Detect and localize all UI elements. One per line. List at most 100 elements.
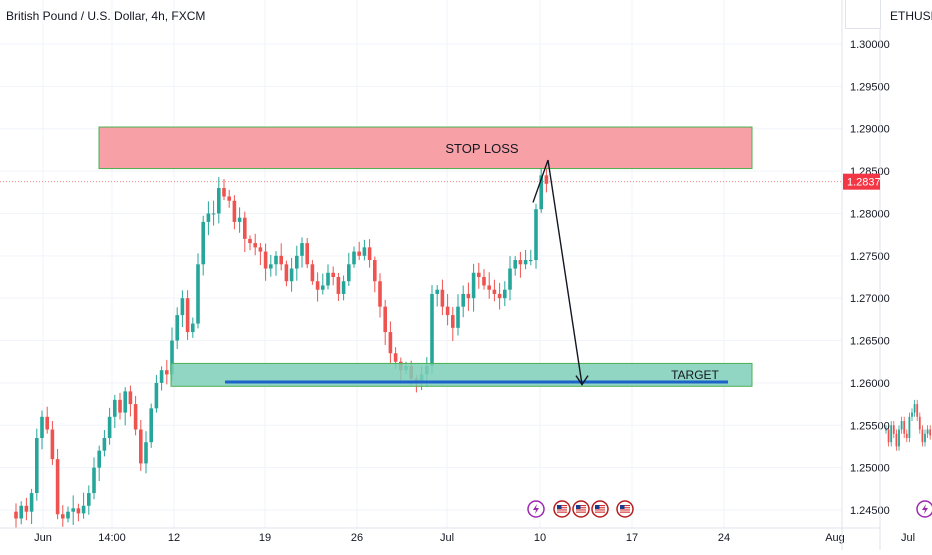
candle: [201, 221, 205, 265]
candle: [367, 247, 372, 261]
us-flag-icon-canton: [576, 505, 581, 509]
candle: [388, 332, 393, 354]
candle: [237, 217, 242, 222]
candle: [196, 264, 200, 324]
candle: [482, 277, 486, 286]
us-flag-icon-stripe: [557, 509, 567, 511]
candle: [113, 399, 117, 417]
candle: [373, 260, 377, 282]
candle: [66, 511, 70, 519]
candle: [222, 188, 226, 197]
candle: [97, 450, 101, 468]
us-flag-icon-stripe: [620, 505, 630, 507]
candle: [279, 255, 283, 265]
candle: [523, 260, 528, 265]
candle: [149, 408, 153, 443]
candle: [451, 315, 455, 328]
candle: [529, 260, 533, 262]
candle: [253, 243, 257, 248]
candle: [456, 306, 460, 328]
us-flag-icon[interactable]: [591, 500, 609, 518]
x-tick-label: 19: [259, 532, 271, 544]
us-flag-icon[interactable]: [572, 500, 590, 518]
candle: [445, 306, 450, 316]
lightning-icon-bolt: [922, 504, 928, 514]
candle: [430, 293, 434, 366]
y-tick-label: 1.27000: [850, 293, 890, 305]
us-flag-icon-stripe: [557, 507, 567, 509]
side-panel-box[interactable]: [845, 0, 881, 29]
candle: [76, 508, 81, 514]
candle: [50, 429, 55, 460]
candle: [87, 493, 91, 506]
x-tick-label: 14:00: [98, 532, 126, 544]
candle: [508, 268, 512, 290]
candle: [321, 285, 325, 290]
candle: [107, 416, 112, 438]
inset-candle: [900, 421, 903, 430]
candle: [513, 260, 517, 269]
candle: [92, 467, 96, 494]
target-label: TARGET: [671, 368, 719, 382]
us-flag-icon[interactable]: [616, 500, 634, 518]
candle: [185, 298, 190, 333]
x-tick-label: Jun: [34, 532, 52, 544]
candle: [487, 285, 491, 290]
x-tick-label: Aug: [825, 532, 845, 544]
inset-candle: [911, 412, 913, 417]
candle: [539, 175, 543, 210]
candle: [263, 251, 268, 269]
candle: [305, 243, 309, 265]
inset-candle: [903, 421, 906, 434]
us-flag-icon-stripe: [595, 511, 605, 513]
inset-candle: [916, 404, 919, 417]
candle: [378, 281, 382, 307]
us-flag-icon-stripe: [576, 505, 586, 507]
y-tick-label: 1.25000: [850, 463, 890, 475]
candle: [243, 217, 247, 239]
grid: [0, 0, 842, 528]
candle: [14, 511, 18, 519]
candle: [175, 315, 179, 341]
last-price-badge: [843, 173, 880, 190]
candle: [534, 209, 538, 261]
inset-candle: [887, 429, 890, 443]
chart-title: British Pound / U.S. Dollar, 4h, FXCM: [6, 9, 206, 23]
candle: [295, 255, 299, 269]
inset-chart: [885, 399, 932, 451]
candle: [310, 264, 315, 282]
candle: [24, 505, 29, 512]
candle: [55, 459, 60, 515]
us-flag-icon-stripe: [576, 507, 586, 509]
us-flag-icon-stripe: [576, 511, 586, 513]
us-flag-icon-stripe: [595, 507, 605, 509]
side-symbol[interactable]: ETHUSDT,: [890, 9, 932, 23]
us-flag-icon-ring: [553, 500, 571, 518]
candle: [191, 323, 195, 333]
us-flag-icon[interactable]: [553, 500, 571, 518]
us-flag-icon-stripe: [620, 509, 630, 511]
axes: 1.300001.295001.290001.285001.280001.275…: [0, 0, 915, 550]
candle: [40, 416, 44, 438]
candle: [544, 175, 549, 184]
last-price-label: 1.28375: [847, 177, 887, 189]
candle: [258, 247, 263, 252]
x-tick-label: Jul: [440, 532, 454, 544]
candle: [300, 243, 304, 256]
x-tick-label: 26: [351, 532, 363, 544]
candle: [341, 281, 346, 294]
inset-candle: [892, 425, 895, 434]
candle: [393, 353, 398, 362]
us-flag-icon-canton: [620, 505, 625, 509]
candle: [118, 399, 122, 413]
lightning-icon[interactable]: [527, 500, 545, 518]
x-tick-label: 12: [168, 532, 180, 544]
us-flag-icon-canton: [595, 505, 600, 509]
candle: [71, 508, 75, 512]
lightning-icon[interactable]: [916, 500, 932, 518]
candle: [284, 264, 289, 282]
inset-candle: [890, 425, 893, 443]
candle: [133, 404, 138, 430]
